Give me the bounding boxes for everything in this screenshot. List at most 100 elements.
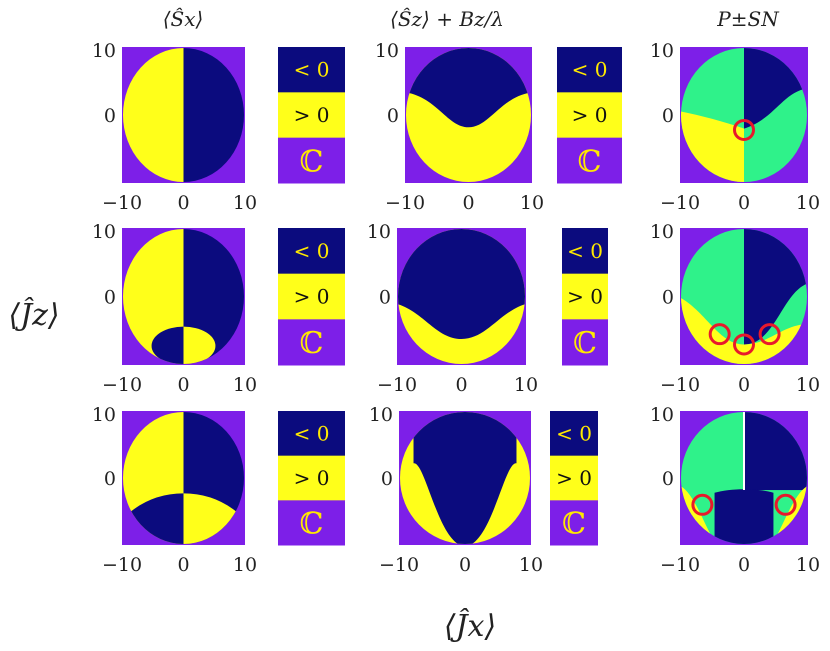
legend-negative-label: < 0 <box>572 58 608 82</box>
legend-6: < 0 > 0 ℂ <box>550 411 598 546</box>
legend-negative-swatch <box>278 411 345 457</box>
y-tick-label: 10 <box>369 404 393 426</box>
y-tick-label: 0 <box>104 468 116 490</box>
legend-positive-label: > 0 <box>294 285 330 309</box>
y-tick-label: 10 <box>92 221 116 243</box>
negative-region <box>714 489 774 544</box>
legend-positive-swatch <box>278 455 345 501</box>
legend-complex-swatch <box>278 319 345 366</box>
marker-circle <box>691 493 714 516</box>
x-axis-label: ⟨Ĵx⟩ <box>444 608 496 644</box>
legend-negative-swatch <box>562 228 608 275</box>
y-tick-label: 10 <box>92 40 116 62</box>
panel-sz-r2: −10 0 10 10 0 <box>367 221 538 396</box>
x-tick-label: −10 <box>102 554 142 576</box>
panel-sx-r3: −10 0 10 10 0 <box>92 404 257 576</box>
y-tick-label: 0 <box>104 105 116 127</box>
legend-negative-swatch <box>278 228 345 275</box>
marker-circle <box>733 333 755 356</box>
y-tick-label: 0 <box>662 105 674 127</box>
x-tick-label: 0 <box>738 374 750 396</box>
positive-region <box>183 326 216 364</box>
y-tick-label: 10 <box>650 40 674 62</box>
x-tick-label: 0 <box>459 554 471 576</box>
legend-positive-label: > 0 <box>572 103 608 127</box>
legend-positive-swatch <box>278 92 345 139</box>
x-tick-label: −10 <box>660 192 700 214</box>
y-tick-label: 0 <box>387 105 399 127</box>
y-tick-label: 10 <box>367 221 391 243</box>
x-tick-label: 0 <box>738 554 750 576</box>
x-tick-label: −10 <box>379 554 419 576</box>
legend-positive-swatch <box>550 455 598 501</box>
x-tick-label: 10 <box>233 374 257 396</box>
legend-complex-swatch <box>278 137 345 184</box>
legend-positive-label: > 0 <box>567 285 603 309</box>
marker-circle <box>774 493 797 516</box>
y-tick-label: 0 <box>104 287 116 309</box>
legend-positive-label: > 0 <box>294 466 330 490</box>
panel-sz-r3: −10 0 10 10 0 <box>369 404 543 576</box>
x-tick-label: 10 <box>514 374 538 396</box>
legend-complex-label: ℂ <box>300 507 324 542</box>
x-tick-label: −10 <box>102 192 142 214</box>
panel-sx-r2: −10 0 10 10 0 <box>92 221 257 396</box>
legend-negative-label: < 0 <box>294 239 330 263</box>
legend-positive-swatch <box>557 92 622 139</box>
legend-negative-swatch <box>550 411 598 457</box>
panel-sz-r1: −10 0 10 10 0 <box>375 40 544 214</box>
x-tick-label: −10 <box>385 192 425 214</box>
x-tick-label: 0 <box>462 192 474 214</box>
marker-circle <box>758 323 781 346</box>
negative-region <box>413 412 517 544</box>
x-tick-label: 0 <box>738 192 750 214</box>
legend-negative-swatch <box>278 47 345 93</box>
y-tick-label: 10 <box>92 404 116 426</box>
x-tick-label: −10 <box>102 374 142 396</box>
legend-negative-label: < 0 <box>556 421 592 445</box>
column-title-psn: P±SN <box>716 7 780 31</box>
legend-5: < 0 > 0 ℂ <box>278 411 345 546</box>
x-tick-label: −10 <box>660 554 700 576</box>
panel-psn-r3: −10 0 10 10 0 <box>650 404 820 576</box>
column-title-sx: ⟨Ŝx⟩ <box>163 6 204 31</box>
x-tick-label: 10 <box>796 374 820 396</box>
negative-region <box>744 229 807 345</box>
legends: < 0 > 0 ℂ < 0 > 0 ℂ < 0 > 0 ℂ < 0 > 0 ℂ < 0 > 0 ℂ < 0 > … <box>278 47 622 546</box>
legend-positive-swatch <box>278 273 345 320</box>
y-tick-label: 0 <box>379 287 391 309</box>
legend-3: < 0 > 0 ℂ <box>278 228 345 366</box>
legend-complex-label: ℂ <box>300 144 324 179</box>
legend-negative-swatch <box>557 47 622 93</box>
legend-positive-label: > 0 <box>556 466 592 490</box>
legend-complex-label: ℂ <box>562 507 586 542</box>
legend-complex-swatch <box>557 137 622 184</box>
y-tick-label: 10 <box>650 404 674 426</box>
legend-negative-label: < 0 <box>294 58 330 82</box>
legend-4: < 0 > 0 ℂ <box>562 228 608 366</box>
x-tick-label: 0 <box>455 374 467 396</box>
panel-psn-r1: −10 0 10 10 0 <box>650 40 820 214</box>
x-tick-label: 10 <box>519 554 543 576</box>
x-tick-label: 10 <box>233 554 257 576</box>
x-tick-label: 0 <box>177 554 189 576</box>
y-axis-label: ⟨Ĵz⟩ <box>8 297 59 333</box>
negative-region <box>406 48 531 128</box>
panels: −10 0 10 10 0 −10 0 10 10 0 −10 0 10 10 0 −10 0 10 10 0 −10 0… <box>92 40 820 576</box>
legend-complex-swatch <box>550 500 598 546</box>
x-tick-label: 0 <box>177 374 189 396</box>
panel-psn-r2: −10 0 10 10 0 <box>650 221 820 396</box>
legend-complex-swatch <box>278 500 345 546</box>
legend-1: < 0 > 0 ℂ <box>278 47 345 184</box>
marker-circle <box>733 118 755 141</box>
legend-complex-label: ℂ <box>300 326 324 361</box>
y-tick-label: 10 <box>650 221 674 243</box>
negative-region <box>398 229 525 339</box>
x-tick-label: 10 <box>520 192 544 214</box>
legend-2: < 0 > 0 ℂ <box>557 47 622 184</box>
negative-region <box>151 326 184 364</box>
panel-sx-r1: −10 0 10 10 0 <box>92 40 257 214</box>
legend-negative-label: < 0 <box>294 421 330 445</box>
y-tick-label: 0 <box>381 468 393 490</box>
